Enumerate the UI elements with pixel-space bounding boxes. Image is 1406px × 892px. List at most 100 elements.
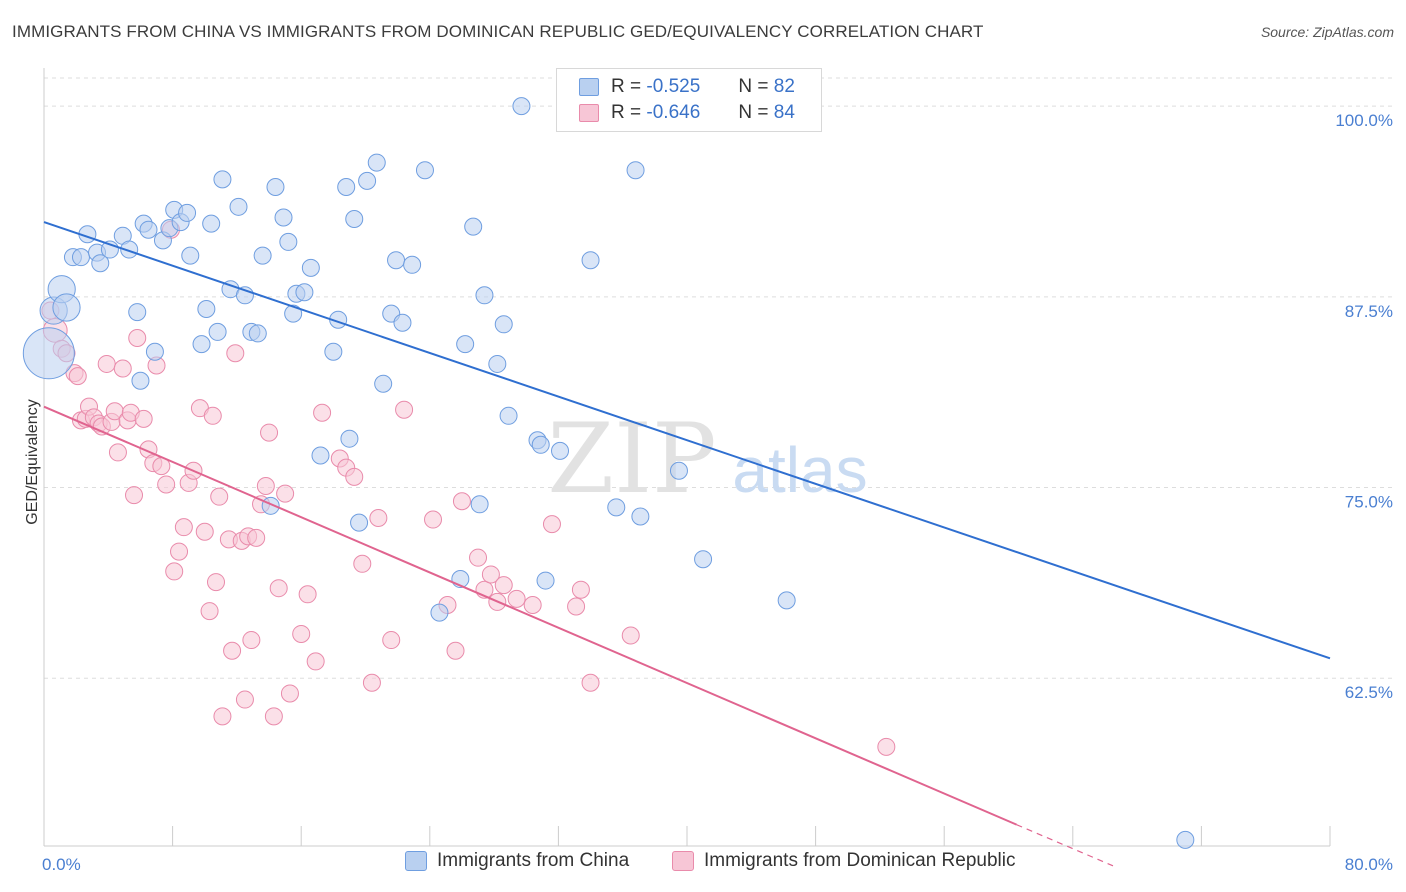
series-legend-swatch-dominican-republic bbox=[672, 851, 694, 871]
data-point-dominican-republic bbox=[571, 580, 590, 599]
y-tick-label: 75.0% bbox=[1345, 493, 1393, 512]
data-point-china bbox=[367, 153, 386, 172]
series-legend-dominican-republic: Immigrants from Dominican Republic bbox=[672, 850, 1016, 872]
data-point-china bbox=[128, 303, 147, 322]
data-point-china bbox=[488, 354, 507, 373]
data-point-dominican-republic bbox=[469, 548, 488, 567]
data-point-china bbox=[536, 571, 555, 590]
data-point-dominican-republic bbox=[621, 626, 640, 645]
data-point-china bbox=[387, 251, 406, 270]
data-point-china bbox=[22, 327, 75, 380]
y-tick-label: 62.5% bbox=[1345, 683, 1393, 702]
data-point-dominican-republic bbox=[128, 329, 147, 348]
data-point-dominican-republic bbox=[260, 423, 279, 442]
data-point-dominican-republic bbox=[97, 354, 116, 373]
data-point-china bbox=[350, 513, 369, 532]
data-point-china bbox=[669, 461, 688, 480]
data-point-dominican-republic bbox=[481, 565, 500, 584]
data-point-china bbox=[311, 446, 330, 465]
data-point-china bbox=[253, 246, 272, 265]
data-point-china bbox=[531, 435, 550, 454]
data-point-china bbox=[213, 170, 232, 189]
series-legend-label-china: Immigrants from China bbox=[437, 850, 630, 871]
data-point-china bbox=[91, 254, 110, 273]
watermark-zip: ZIP bbox=[547, 403, 716, 515]
data-point-china bbox=[340, 429, 359, 448]
series-legend-swatch-china bbox=[405, 851, 427, 871]
data-point-dominican-republic bbox=[203, 406, 222, 425]
data-point-dominican-republic bbox=[280, 684, 299, 703]
data-point-dominican-republic bbox=[223, 641, 242, 660]
data-point-dominican-republic bbox=[424, 510, 443, 529]
legend-r-value: -0.646 bbox=[646, 102, 701, 123]
watermark: ZIP atlas bbox=[547, 403, 867, 515]
data-point-china bbox=[415, 161, 434, 180]
legend-n-label: N = bbox=[738, 76, 769, 97]
legend-n-value: 84 bbox=[773, 102, 795, 123]
data-point-dominican-republic bbox=[157, 475, 176, 494]
data-point-dominican-republic bbox=[306, 652, 325, 671]
data-point-china bbox=[248, 324, 267, 343]
data-point-dominican-republic bbox=[134, 409, 153, 428]
trend-line-dominican-republic bbox=[43, 405, 1017, 826]
data-point-china bbox=[475, 286, 494, 305]
chart-title: IMMIGRANTS FROM CHINA VS IMMIGRANTS FROM… bbox=[12, 22, 984, 41]
data-point-china bbox=[202, 214, 221, 233]
data-point-china bbox=[324, 342, 343, 361]
data-point-china bbox=[694, 550, 713, 569]
data-point-china bbox=[607, 498, 626, 517]
data-point-dominican-republic bbox=[165, 562, 184, 581]
legend-n-value: 82 bbox=[773, 76, 795, 97]
series-legend-label-dominican-republic: Immigrants from Dominican Republic bbox=[704, 850, 1016, 871]
legend-swatch-china bbox=[579, 78, 599, 96]
data-point-china bbox=[284, 304, 303, 323]
data-point-dominican-republic bbox=[567, 597, 586, 616]
data-point-dominican-republic bbox=[313, 403, 332, 422]
data-point-china bbox=[777, 591, 796, 610]
data-point-dominican-republic bbox=[395, 400, 414, 419]
data-point-dominican-republic bbox=[200, 602, 219, 621]
data-point-china bbox=[551, 441, 570, 460]
data-point-dominican-republic bbox=[210, 487, 229, 506]
legend-r-value: -0.525 bbox=[646, 76, 701, 97]
data-point-china bbox=[374, 374, 393, 393]
data-point-dominican-republic bbox=[207, 573, 226, 592]
data-point-dominican-republic bbox=[292, 624, 311, 643]
data-point-dominican-republic bbox=[235, 690, 254, 709]
data-point-dominican-republic bbox=[247, 528, 266, 547]
data-point-china bbox=[52, 293, 81, 322]
data-point-china bbox=[295, 283, 314, 302]
data-point-china bbox=[131, 371, 150, 390]
data-point-dominican-republic bbox=[226, 344, 245, 363]
data-point-china bbox=[279, 232, 298, 251]
trend-line-china bbox=[43, 221, 1331, 660]
y-axis-label: GED/Equivalency bbox=[24, 399, 41, 524]
legend-row-china: R = -0.525 N = 82 bbox=[579, 75, 795, 99]
data-point-china bbox=[71, 248, 90, 267]
data-point-dominican-republic bbox=[494, 576, 513, 595]
data-point-dominican-republic bbox=[276, 484, 295, 503]
data-point-china bbox=[229, 197, 248, 216]
data-point-china bbox=[393, 313, 412, 332]
data-point-dominican-republic bbox=[353, 554, 372, 573]
data-point-dominican-republic bbox=[382, 631, 401, 650]
data-point-dominican-republic bbox=[581, 673, 600, 692]
x-tick-label: 0.0% bbox=[42, 855, 81, 874]
data-point-dominican-republic bbox=[125, 486, 144, 505]
source-label: Source: ZipAtlas.com bbox=[1260, 24, 1394, 40]
data-point-china bbox=[208, 322, 227, 341]
data-point-dominican-republic bbox=[507, 589, 526, 608]
data-point-dominican-republic bbox=[362, 673, 381, 692]
data-point-dominican-republic bbox=[269, 579, 288, 598]
data-point-dominican-republic bbox=[242, 631, 261, 650]
data-point-dominican-republic bbox=[113, 359, 132, 378]
data-point-china bbox=[470, 495, 489, 514]
data-point-dominican-republic bbox=[523, 595, 542, 614]
data-point-dominican-republic bbox=[298, 585, 317, 604]
x-tick-label: 80.0% bbox=[1345, 855, 1393, 874]
data-point-china bbox=[139, 220, 158, 239]
data-point-china bbox=[626, 161, 645, 180]
data-point-china bbox=[512, 97, 531, 116]
data-point-china bbox=[1176, 830, 1195, 849]
data-point-china bbox=[192, 335, 211, 354]
